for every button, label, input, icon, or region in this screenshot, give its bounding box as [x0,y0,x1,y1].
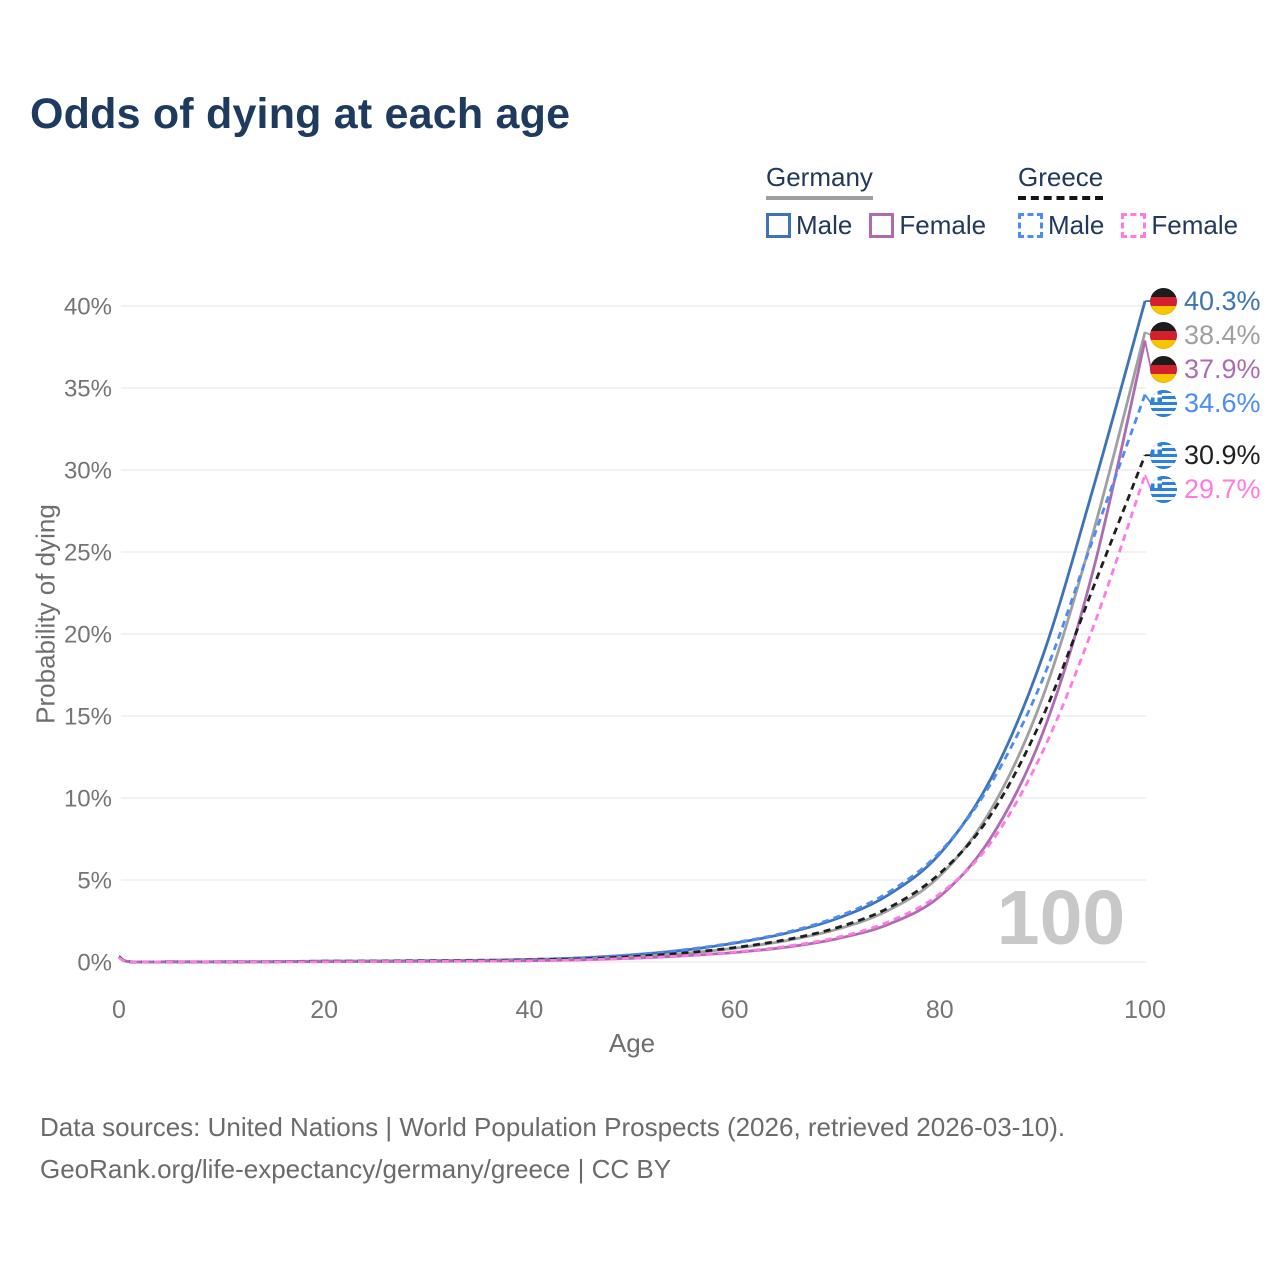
svg-text:25%: 25% [64,540,112,567]
legend-group-greece: Greece Male Female [1018,162,1255,241]
legend-group-germany: Germany Male Female [766,162,1003,241]
x-axis-title: Age [608,1028,656,1058]
legend-label-germany-female: Female [899,210,987,240]
svg-text:30%: 30% [64,458,112,485]
greece-male-swatch-icon [1018,213,1043,238]
end-label-greece-male: 34.6% [1150,387,1261,418]
germany-flag-icon [1150,321,1177,349]
curves [118,300,1147,964]
svg-text:40: 40 [515,996,543,1024]
end-label-value: 34.6% [1184,387,1261,418]
legend-item-greece-female[interactable]: Female [1121,210,1238,241]
page-title: Odds of dying at each age [30,90,571,138]
end-label-greece-female: 29.7% [1150,473,1261,504]
svg-text:0: 0 [112,996,126,1024]
end-label-value: 30.9% [1184,439,1261,470]
germany-flag-icon [1150,355,1177,383]
end-label-germany-male: 40.3% [1150,285,1261,316]
legend-country-greece[interactable]: Greece [1018,162,1104,200]
legend-country-germany[interactable]: Germany [766,162,873,200]
end-label-germany-female: 37.9% [1150,353,1261,384]
svg-text:35%: 35% [64,376,112,403]
footer-sources: Data sources: United Nations | World Pop… [40,1112,1066,1142]
curve-germany-male[interactable] [118,300,1147,964]
svg-text:60: 60 [721,996,749,1024]
svg-text:20%: 20% [64,622,112,649]
greece-female-swatch-icon [1121,213,1147,238]
legend-item-germany-male[interactable]: Male [766,210,852,241]
end-label-greece-both: 30.9% [1150,439,1261,470]
svg-text:15%: 15% [64,704,112,731]
legend-label-germany-male: Male [796,210,853,240]
end-label-value: 37.9% [1184,353,1261,384]
gridlines [121,305,1146,963]
svg-text:80: 80 [926,996,954,1024]
germany-flag-icon [1150,287,1177,315]
svg-text:10%: 10% [64,786,112,813]
end-label-value: 38.4% [1184,319,1261,350]
legend-item-greece-male[interactable]: Male [1018,210,1104,241]
curve-germany-female[interactable] [118,340,1147,964]
germany-male-swatch-icon [766,213,791,238]
svg-text:100: 100 [1124,996,1166,1024]
legend-item-germany-female[interactable]: Female [869,210,986,241]
footer: Data sources: United Nations | World Pop… [40,1106,1065,1190]
end-label-germany-both: 38.4% [1150,319,1261,350]
footer-link[interactable]: GeoRank.org/life-expectancy/germany/gree… [40,1154,672,1184]
legend-label-greece-female: Female [1151,210,1239,240]
greece-flag-icon [1150,389,1177,417]
x-tick-labels: 0 20 40 60 80 100 [112,996,1166,1024]
svg-text:0%: 0% [77,950,112,977]
svg-text:20: 20 [310,996,338,1024]
curve-germany-both[interactable] [118,331,1147,964]
age-watermark: 100 [996,875,1126,961]
svg-text:40%: 40% [64,294,112,321]
curve-greece-female[interactable] [118,474,1147,964]
curve-greece-male[interactable] [118,394,1147,964]
end-label-value: 40.3% [1184,285,1261,316]
greece-flag-icon [1150,475,1177,503]
greece-flag-icon [1150,441,1177,469]
germany-female-swatch-icon [869,213,895,238]
legend-label-greece-male: Male [1048,210,1105,240]
end-label-value: 29.7% [1184,473,1261,504]
svg-text:5%: 5% [77,868,112,895]
y-tick-labels: 0% 5% 10% 15% 20% 25% 30% 35% 40% [64,294,112,977]
curve-greece-both[interactable] [118,454,1147,964]
